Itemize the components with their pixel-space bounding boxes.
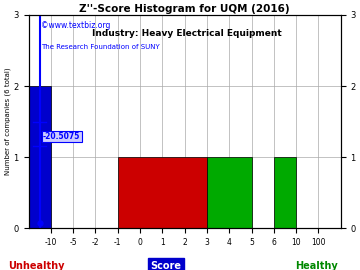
- Text: Score: Score: [150, 261, 181, 270]
- Text: ©www.textbiz.org: ©www.textbiz.org: [41, 21, 111, 30]
- Bar: [118, 157, 207, 228]
- Text: Industry: Heavy Electrical Equipment: Industry: Heavy Electrical Equipment: [92, 29, 282, 38]
- Bar: [207, 157, 252, 228]
- Bar: [274, 157, 296, 228]
- Text: Unhealthy: Unhealthy: [8, 261, 64, 270]
- Y-axis label: Number of companies (6 total): Number of companies (6 total): [4, 68, 11, 176]
- Title: Z''-Score Histogram for UQM (2016): Z''-Score Histogram for UQM (2016): [79, 4, 290, 14]
- Text: -20.5075: -20.5075: [43, 132, 80, 141]
- Text: The Research Foundation of SUNY: The Research Foundation of SUNY: [41, 44, 160, 50]
- Bar: [28, 86, 51, 228]
- Text: Healthy: Healthy: [296, 261, 338, 270]
